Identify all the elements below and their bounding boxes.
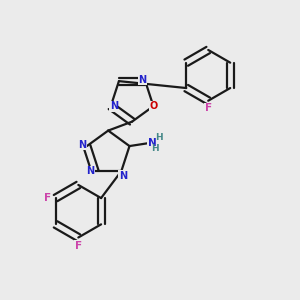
Text: F: F [44, 193, 51, 203]
Text: H: H [151, 144, 159, 153]
Text: N: N [110, 101, 118, 111]
Text: N: N [138, 75, 146, 85]
Text: N: N [148, 138, 156, 148]
Text: N: N [78, 140, 86, 150]
Text: H: H [155, 133, 163, 142]
Text: O: O [149, 101, 158, 111]
Text: F: F [75, 241, 82, 251]
Text: F: F [205, 103, 212, 113]
Text: N: N [119, 171, 127, 181]
Text: N: N [86, 166, 94, 176]
